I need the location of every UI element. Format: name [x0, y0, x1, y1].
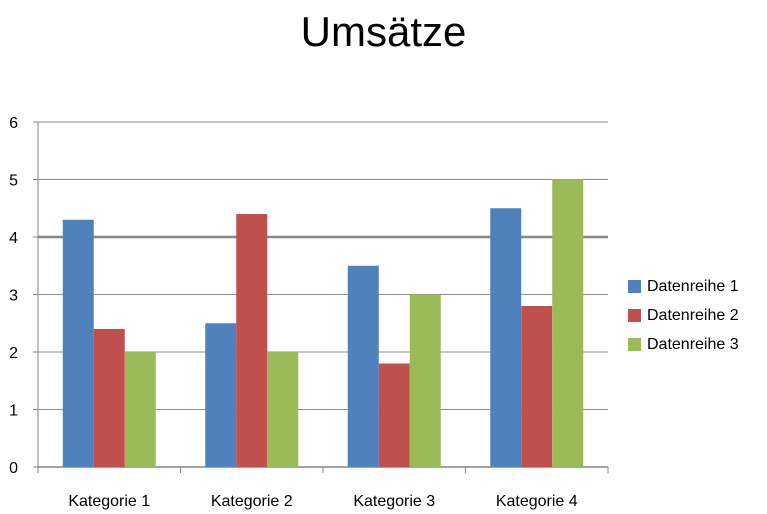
- y-tick-label: 0: [9, 460, 18, 477]
- legend-item: Datenreihe 1: [628, 272, 739, 301]
- y-tick-label: 1: [9, 403, 18, 420]
- chart-title: Umsätze: [300, 8, 467, 55]
- legend-label: Datenreihe 1: [647, 277, 739, 295]
- x-tick-label: Kategorie 1: [68, 493, 150, 510]
- legend-label: Datenreihe 3: [647, 335, 739, 353]
- bar: [490, 208, 522, 467]
- x-tick-label: Kategorie 3: [353, 493, 435, 510]
- legend-item: Datenreihe 2: [628, 301, 739, 330]
- bar: [93, 329, 125, 467]
- y-tick-label: 4: [9, 230, 18, 247]
- legend-item: Datenreihe 3: [628, 330, 739, 359]
- bar: [552, 179, 584, 467]
- bar: [521, 306, 553, 467]
- y-tick-label: 3: [9, 288, 18, 305]
- y-tick-label: 5: [9, 173, 18, 190]
- bar: [267, 352, 299, 467]
- bar: [62, 219, 94, 467]
- legend: Datenreihe 1 Datenreihe 2 Datenreihe 3: [628, 272, 739, 359]
- bar: [236, 214, 268, 467]
- legend-swatch: [628, 280, 641, 293]
- x-tick-label: Kategorie 4: [496, 493, 578, 510]
- x-tick-label: Kategorie 2: [211, 493, 293, 510]
- bar: [347, 265, 379, 467]
- bar: [205, 323, 237, 467]
- legend-swatch: [628, 338, 641, 351]
- legend-label: Datenreihe 2: [647, 306, 739, 324]
- y-tick-label: 6: [9, 115, 18, 132]
- bar: [409, 294, 441, 467]
- bar: [124, 352, 156, 467]
- legend-swatch: [628, 309, 641, 322]
- bar: [378, 363, 410, 467]
- y-tick-label: 2: [9, 345, 18, 362]
